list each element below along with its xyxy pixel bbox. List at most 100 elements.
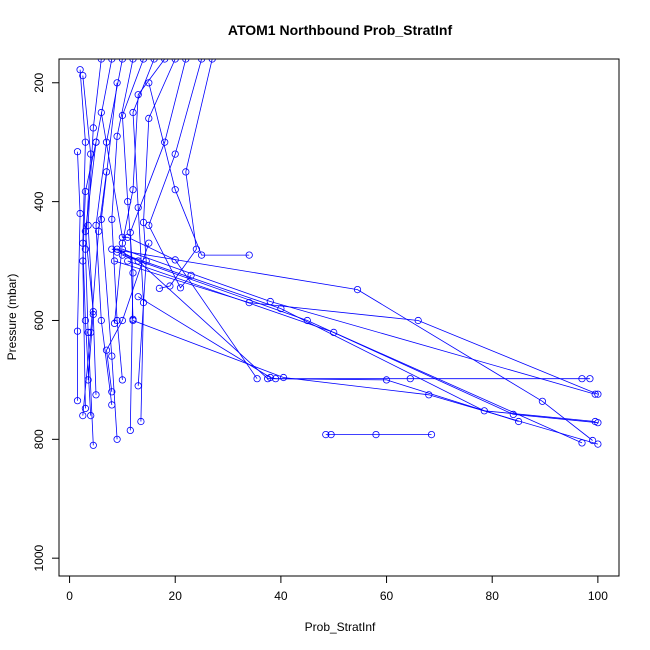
data-point (150, 59, 158, 63)
data-point (76, 209, 84, 218)
data-point (81, 227, 90, 235)
data-point (97, 215, 105, 223)
data-point (118, 376, 127, 384)
data-point (139, 218, 148, 226)
x-tick-label: 100 (588, 589, 608, 603)
data-point (277, 304, 285, 313)
x-tick-label: 20 (169, 589, 183, 603)
data-point (327, 430, 335, 439)
data-point (279, 373, 288, 382)
data-point (108, 215, 116, 223)
data-point (145, 239, 153, 247)
data-point (425, 391, 433, 399)
data-point (73, 148, 82, 156)
data-point (134, 293, 142, 301)
data-point (129, 59, 137, 63)
data-point (73, 397, 82, 405)
data-point (514, 417, 523, 426)
data-point (330, 328, 338, 336)
data-point (87, 411, 95, 420)
data-point (97, 59, 105, 63)
data-point (591, 390, 599, 398)
data-point (81, 404, 90, 412)
profile-line (132, 59, 155, 422)
data-point (303, 316, 311, 325)
data-point (176, 284, 185, 292)
profile-line (122, 248, 596, 395)
data-point (92, 391, 100, 399)
data-point (137, 417, 145, 426)
data-point (406, 375, 414, 383)
profile-line (137, 296, 519, 422)
data-point (129, 108, 137, 117)
chart-title: ATOM1 Northbound Prob_StratInf (228, 22, 453, 38)
data-point (81, 187, 90, 196)
data-point (578, 375, 586, 383)
data-point (92, 138, 100, 146)
data-point (586, 375, 594, 383)
profile-line (100, 82, 118, 440)
data-point (95, 227, 103, 235)
data-point (134, 91, 142, 99)
plot-frame (58, 58, 620, 577)
x-tick-label: 40 (274, 589, 288, 603)
data-point (208, 59, 216, 63)
data-point (108, 59, 116, 63)
data-point (129, 186, 137, 194)
data-point (139, 59, 148, 63)
profile-line (137, 59, 176, 386)
data-point (73, 327, 82, 335)
profile-line (87, 59, 102, 395)
data-point (118, 233, 127, 241)
series-group (73, 59, 602, 449)
data-point (414, 316, 422, 325)
data-point (253, 375, 261, 383)
data-point (79, 72, 87, 80)
data-point (245, 251, 253, 259)
data-point (271, 375, 280, 383)
data-point (480, 407, 488, 415)
data-point (322, 430, 330, 439)
y-axis-label: Pressure (mbar) (5, 274, 19, 361)
data-point (182, 168, 190, 176)
data-point (110, 319, 119, 327)
data-point (134, 257, 142, 265)
data-point (134, 382, 142, 390)
profile-line (77, 151, 81, 401)
data-point (81, 245, 90, 253)
data-point (161, 59, 169, 63)
data-point (97, 108, 105, 117)
data-point (245, 298, 253, 307)
x-tick-label: 60 (380, 589, 394, 603)
data-point (155, 284, 163, 292)
y-tick-label: 200 (32, 72, 46, 92)
profile-line (148, 59, 202, 289)
profile-line (82, 75, 94, 446)
data-point (266, 373, 274, 382)
data-point (129, 316, 137, 325)
data-point (79, 411, 87, 420)
y-axis: 200 400 600 800 1000 (32, 72, 59, 572)
profile-line (100, 112, 258, 379)
data-point (84, 221, 92, 229)
y-tick-label: 800 (32, 429, 46, 449)
profile-line (148, 82, 250, 256)
data-point (198, 251, 206, 259)
data-point (594, 440, 602, 448)
data-point (97, 316, 105, 325)
x-axis-label: Prob_StratInf (305, 620, 376, 634)
data-point (353, 285, 362, 294)
data-point (171, 59, 179, 63)
data-point (108, 388, 116, 396)
data-point (171, 186, 179, 194)
data-point (118, 251, 127, 259)
data-point (182, 59, 190, 63)
data-point (126, 426, 134, 434)
data-point (81, 316, 90, 325)
data-point (118, 59, 126, 63)
data-point (124, 257, 132, 265)
data-point (108, 352, 116, 360)
data-point (588, 436, 597, 445)
data-point (538, 397, 547, 405)
